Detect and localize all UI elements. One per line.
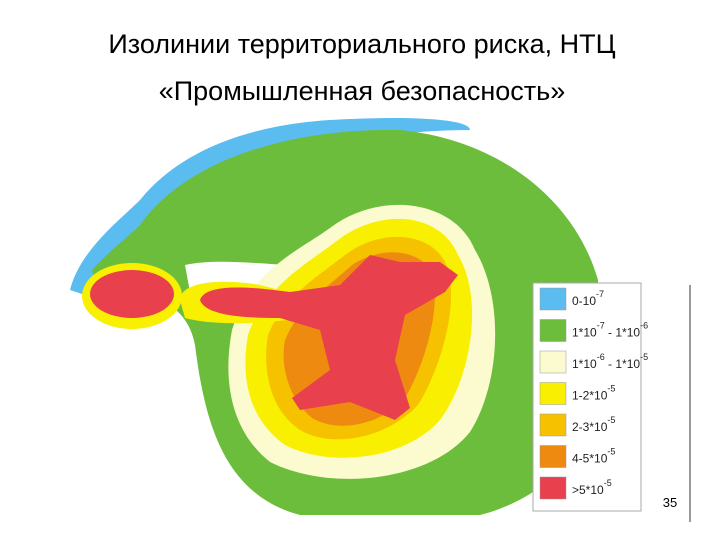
label-exponent: -5 <box>607 415 615 425</box>
legend-label: 0-10-7 <box>572 289 604 308</box>
legend-label: 4-5*10-5 <box>572 447 615 466</box>
label-exponent: -5 <box>607 384 615 394</box>
label-base: 2-3*10 <box>572 420 608 434</box>
label-base: 1*10 <box>572 357 597 371</box>
label-base: >5*10 <box>572 483 604 497</box>
label-exponent: -5 <box>604 478 612 488</box>
zone-red <box>90 270 174 318</box>
label-base: 4-5*10 <box>572 452 608 466</box>
legend-swatch <box>539 413 567 437</box>
risk-map <box>70 118 600 515</box>
legend-swatch <box>539 476 567 500</box>
legend-swatch <box>539 382 567 405</box>
label-exponent: -6 <box>597 352 605 362</box>
legend-label: >5*10-5 <box>572 478 612 497</box>
label-exponent: -7 <box>597 321 605 331</box>
title-line: «Промышленная безопасность» <box>159 76 566 106</box>
label-base: - 1*10 <box>605 326 641 340</box>
label-base: 0-10 <box>572 294 596 308</box>
legend-swatch <box>539 350 567 374</box>
legend-label: 2-3*10-5 <box>572 415 615 434</box>
label-exponent: -5 <box>607 447 615 457</box>
zone-red <box>200 255 458 420</box>
legend-label: 1-2*10-5 <box>572 384 615 403</box>
label-exponent: -6 <box>640 321 648 331</box>
legend-swatch <box>539 287 567 311</box>
label-exponent: -7 <box>596 289 604 299</box>
page-number: 35 <box>663 495 677 510</box>
label-exponent: -5 <box>640 352 648 362</box>
label-base: 1*10 <box>572 326 597 340</box>
legend-label: 1*10-7 - 1*10-6 <box>572 321 648 340</box>
legend: 0-10-71*10-7 - 1*10-61*10-6 - 1*10-51-2*… <box>532 282 648 512</box>
title-line: Изолинии территориального риска, НТЦ <box>108 29 615 59</box>
label-base: - 1*10 <box>605 357 641 371</box>
legend-swatch <box>539 319 567 342</box>
legend-swatch <box>539 445 567 468</box>
legend-label: 1*10-6 - 1*10-5 <box>572 352 648 371</box>
label-base: 1-2*10 <box>572 389 608 403</box>
